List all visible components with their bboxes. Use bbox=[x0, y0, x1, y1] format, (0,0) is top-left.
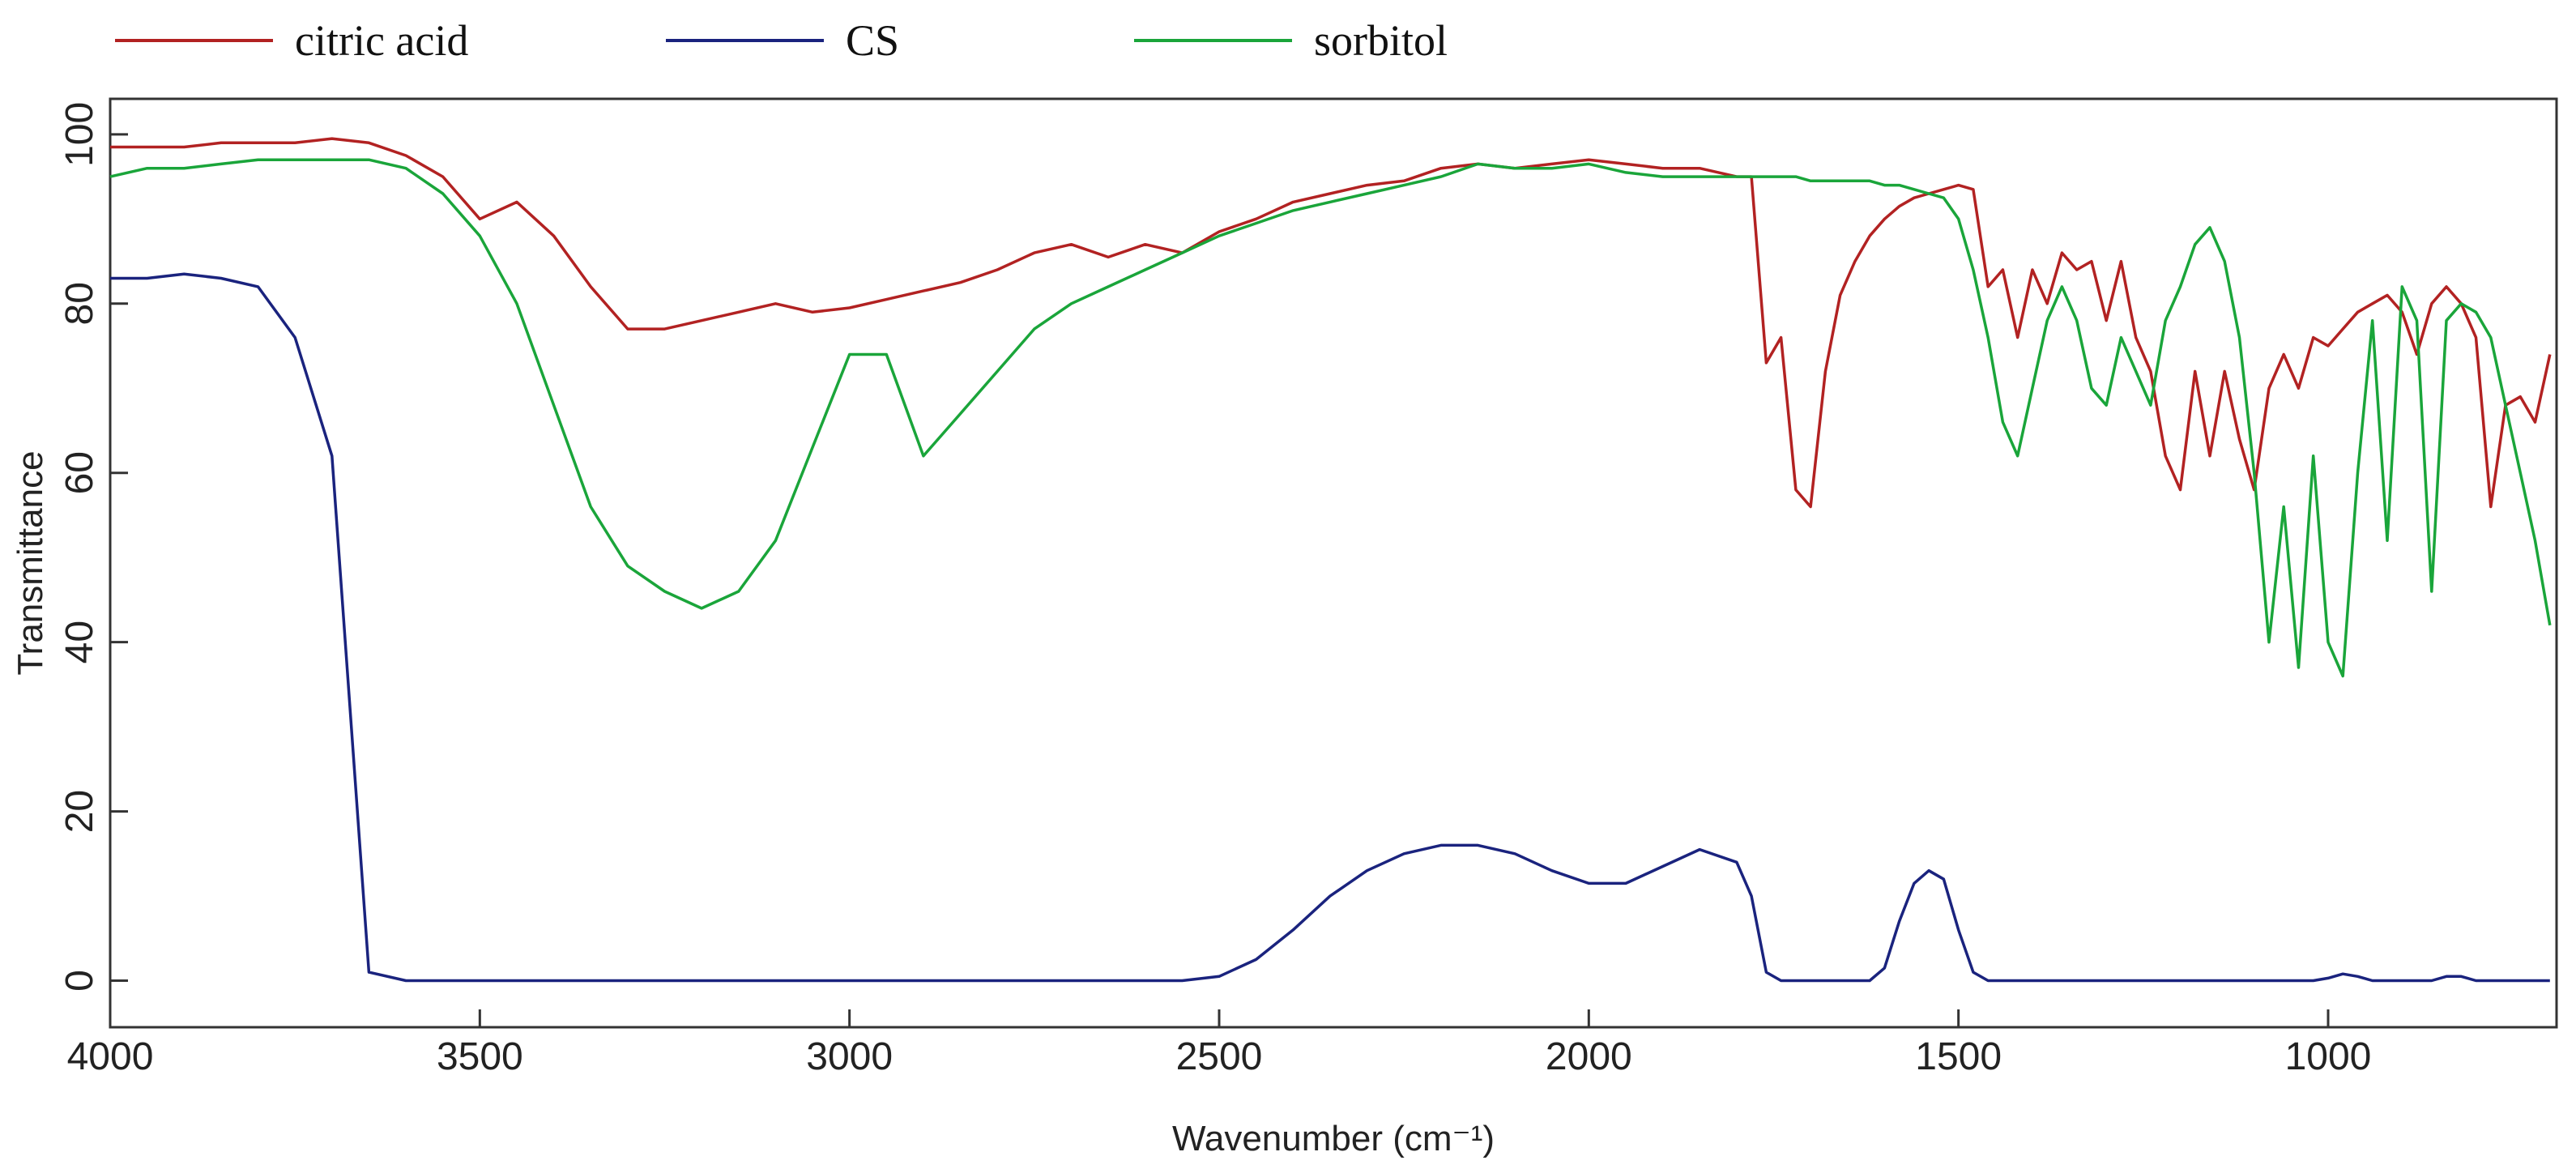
legend-label: citric acid bbox=[295, 16, 468, 65]
y-tick-label: 0 bbox=[58, 970, 101, 992]
y-tick-label: 80 bbox=[58, 282, 101, 325]
x-tick-label: 1500 bbox=[1915, 1035, 2002, 1078]
x-axis-label: Wavenumber (cm⁻¹) bbox=[1172, 1119, 1495, 1158]
x-tick-label: 1000 bbox=[2285, 1035, 2372, 1078]
spectrum-line bbox=[110, 272, 2550, 983]
x-tick-label: 3000 bbox=[806, 1035, 893, 1078]
y-tick-label: 20 bbox=[58, 790, 101, 833]
legend-label: CS bbox=[846, 16, 899, 65]
y-tick-label: 40 bbox=[58, 621, 101, 663]
spectrum-line bbox=[109, 158, 2552, 678]
x-tick-label: 2000 bbox=[1546, 1035, 1632, 1078]
plot-frame bbox=[109, 97, 2558, 1029]
legend-label: sorbitol bbox=[1314, 16, 1448, 65]
x-tick-label: 3500 bbox=[437, 1035, 523, 1078]
x-tick-label: 4000 bbox=[67, 1035, 154, 1078]
y-tick-label: 60 bbox=[58, 451, 101, 494]
y-tick-label: 100 bbox=[58, 102, 101, 167]
y-axis-label: Transmittance bbox=[11, 450, 50, 675]
x-tick-label: 2500 bbox=[1176, 1035, 1263, 1078]
spectrum-line bbox=[110, 137, 2552, 509]
